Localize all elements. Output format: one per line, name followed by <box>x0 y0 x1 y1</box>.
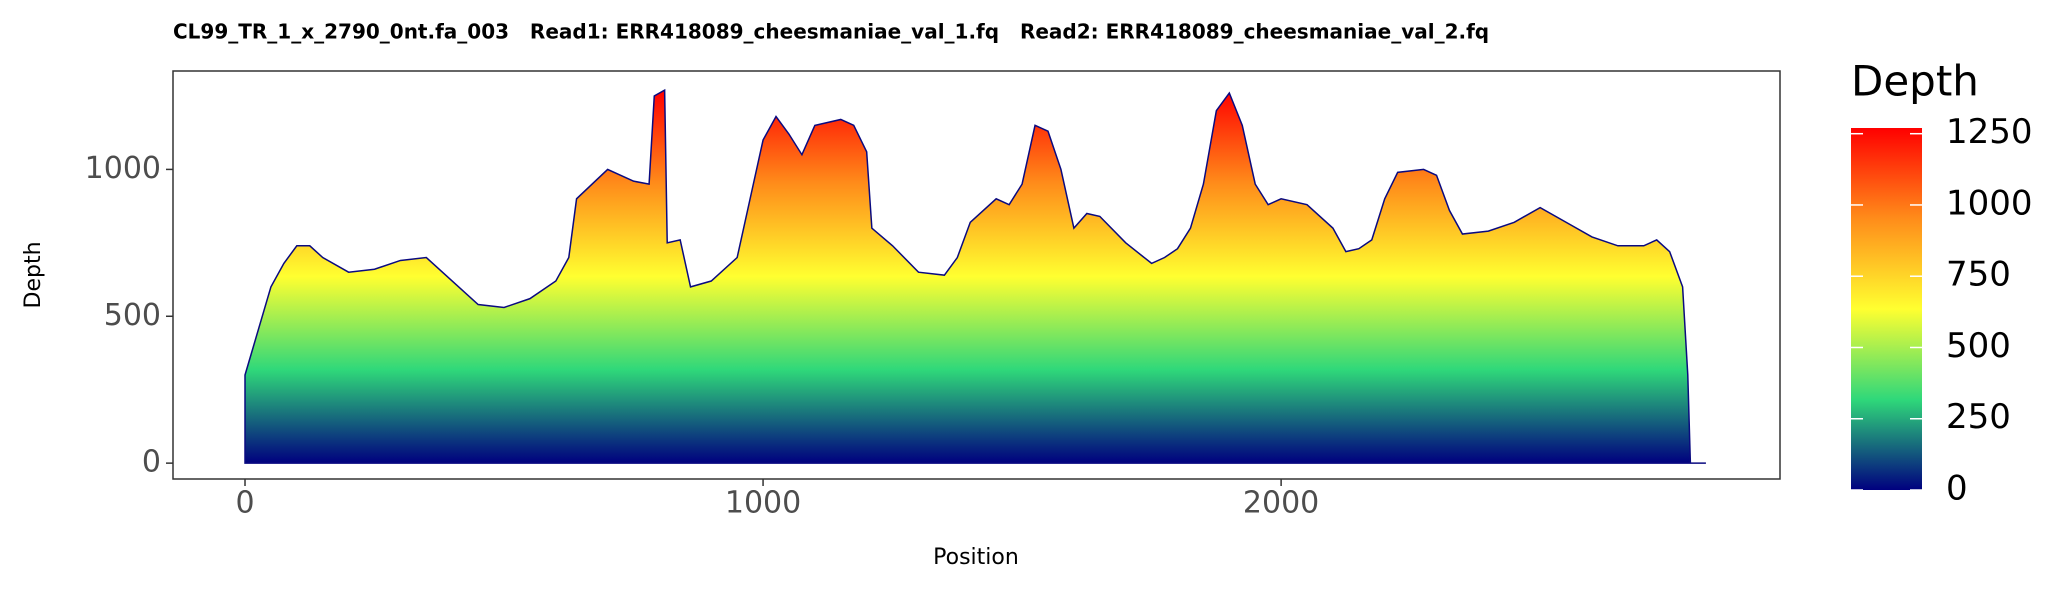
colorbar-label: 250 <box>1946 397 2011 437</box>
y-axis-title: Depth <box>21 241 46 308</box>
x-axis-title: Position <box>933 545 1019 570</box>
x-tick-label: 1000 <box>725 486 801 521</box>
y-tick-label: 500 <box>104 298 161 333</box>
x-tick-label: 0 <box>235 486 254 521</box>
plot-frame <box>172 70 1781 480</box>
colorbar-label: 0 <box>1946 469 1968 509</box>
chart-title: CL99_TR_1_x_2790_0nt.fa_003 Read1: ERR41… <box>173 20 1489 44</box>
colorbar-label: 750 <box>1946 255 2011 295</box>
y-tick-label: 0 <box>142 445 161 480</box>
depth-area <box>244 88 1706 464</box>
colorbar-label: 1000 <box>1946 183 2033 223</box>
colorbar <box>1851 128 1922 490</box>
legend-title: Depth <box>1851 57 1979 106</box>
y-tick-label: 1000 <box>85 151 161 186</box>
colorbar-label: 1250 <box>1946 112 2033 152</box>
x-tick-label: 2000 <box>1243 486 1319 521</box>
colorbar-label: 500 <box>1946 326 2011 366</box>
